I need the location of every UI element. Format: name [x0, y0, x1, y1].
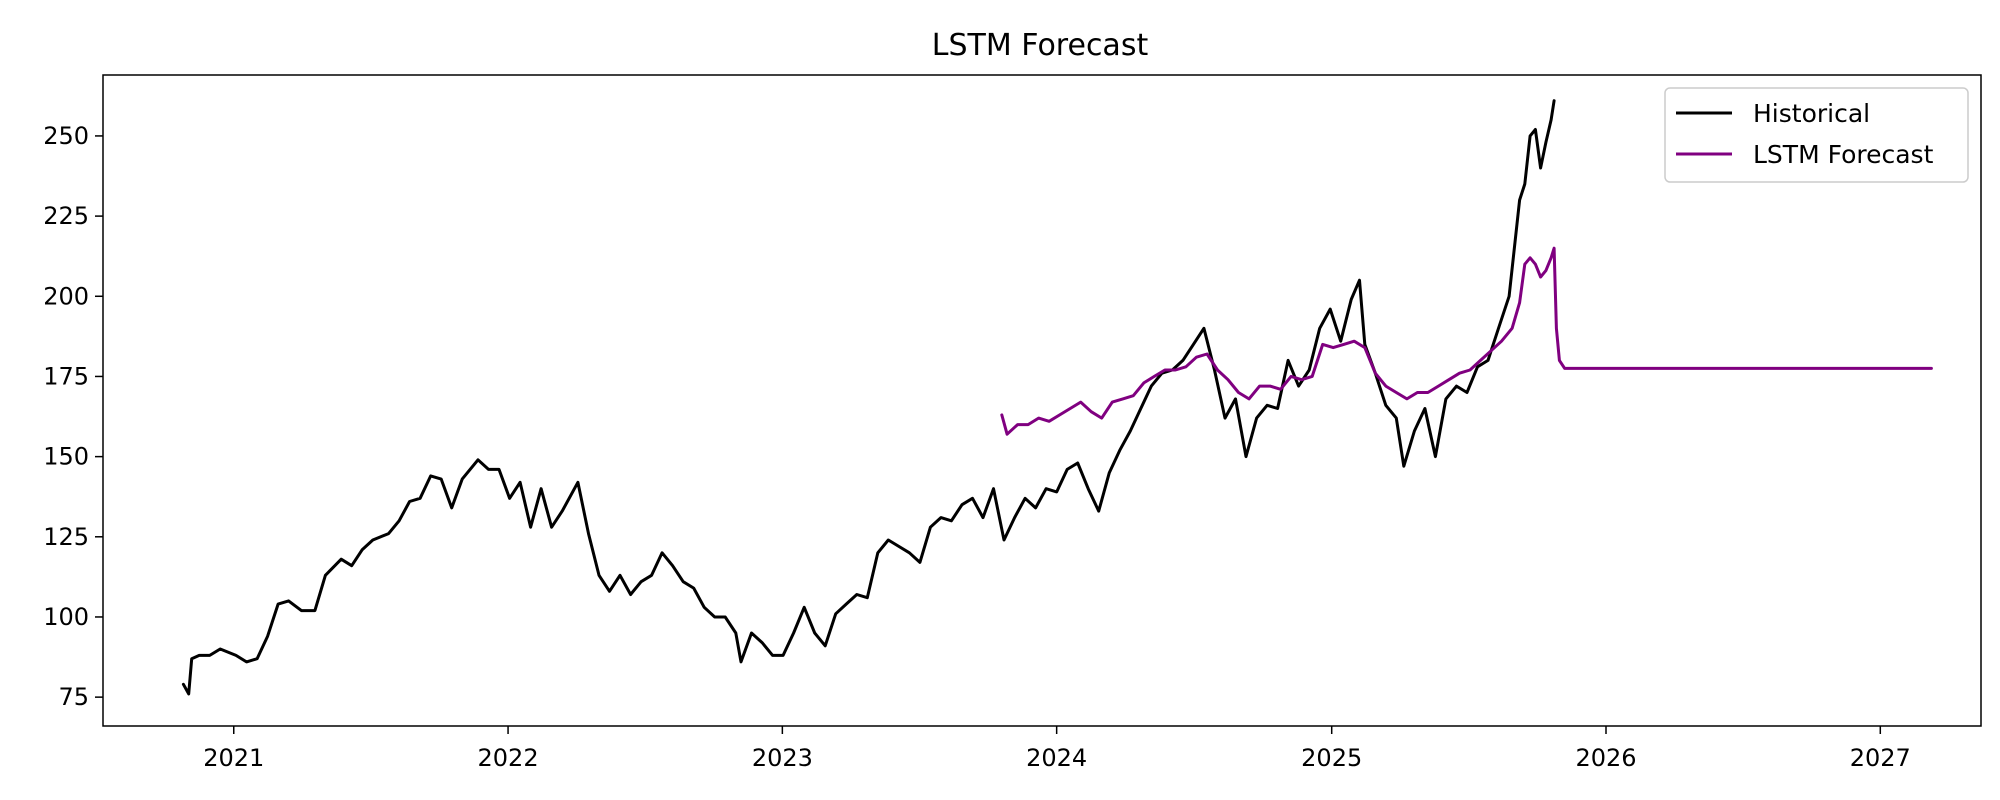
y-tick-label: 250: [43, 122, 89, 150]
chart-title: LSTM Forecast: [932, 28, 1149, 63]
series-line-historical: [181, 99, 1556, 696]
y-tick-label: 175: [43, 362, 89, 390]
y-tick-label: 125: [43, 523, 89, 551]
y-tick-label: 100: [43, 603, 89, 631]
y-tick-label: 150: [43, 443, 89, 471]
legend-box: [1664, 87, 1969, 183]
x-axis: 2021 2022 2023 2024 2025 2026 2027: [203, 726, 1911, 772]
x-tick-label: 2023: [752, 744, 813, 772]
x-tick-label: 2025: [1301, 744, 1362, 772]
y-tick-label: 225: [43, 202, 89, 230]
legend: Historical LSTM Forecast: [1664, 87, 1969, 183]
x-tick-label: 2026: [1575, 744, 1636, 772]
legend-label-historical: Historical: [1753, 99, 1870, 128]
y-tick-label: 200: [43, 282, 89, 310]
x-tick-label: 2021: [203, 744, 264, 772]
x-tick-label: 2022: [478, 744, 539, 772]
legend-label-lstm-forecast: LSTM Forecast: [1753, 140, 1934, 169]
x-tick-label: 2027: [1850, 744, 1911, 772]
plot-frame: [102, 74, 1982, 727]
y-axis: 75 100 125 150 175 200 225 250: [43, 122, 103, 711]
x-tick-label: 2024: [1026, 744, 1087, 772]
series-layer: [181, 99, 1933, 696]
y-tick-label: 75: [58, 683, 89, 711]
series-line-lstm-forecast: [1000, 246, 1933, 436]
